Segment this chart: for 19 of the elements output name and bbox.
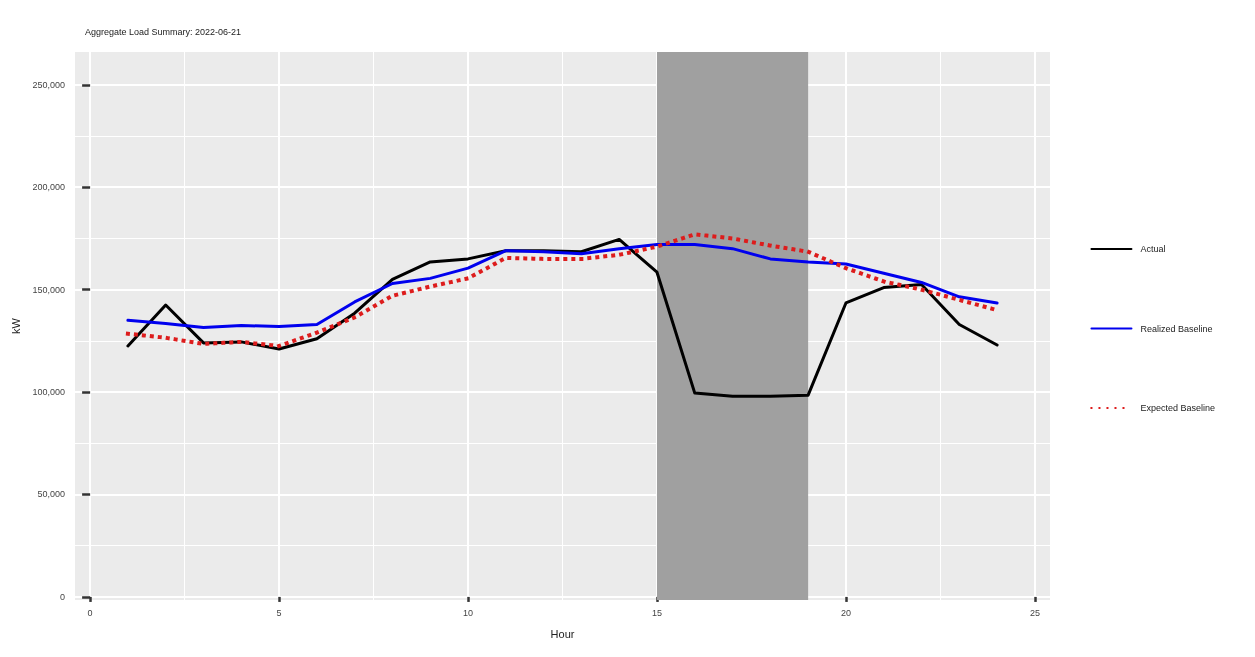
x-tick-label: 5 bbox=[276, 607, 282, 618]
legend-label: Realized Baseline bbox=[1140, 323, 1213, 334]
y-tick-label: 150,000 bbox=[32, 284, 65, 295]
chart-title: Aggregate Load Summary: 2022-06-21 bbox=[85, 26, 242, 37]
x-tick-label: 0 bbox=[87, 607, 93, 618]
y-tick-label: 50,000 bbox=[37, 489, 65, 500]
x-tick-label: 25 bbox=[1029, 607, 1040, 618]
y-tick-label: 200,000 bbox=[32, 182, 65, 193]
y-axis-title: kW bbox=[10, 317, 23, 334]
x-axis-title: Hour bbox=[550, 627, 575, 640]
legend-label: Expected Baseline bbox=[1140, 403, 1216, 414]
y-tick-label: 0 bbox=[59, 591, 65, 602]
legend-label: Actual bbox=[1140, 243, 1166, 254]
y-tick-label: 100,000 bbox=[32, 387, 65, 398]
y-tick-label: 250,000 bbox=[32, 79, 65, 90]
x-tick-label: 20 bbox=[840, 607, 851, 618]
x-tick-label: 15 bbox=[651, 607, 662, 618]
x-tick-label: 10 bbox=[463, 607, 474, 618]
line-series bbox=[126, 243, 999, 330]
